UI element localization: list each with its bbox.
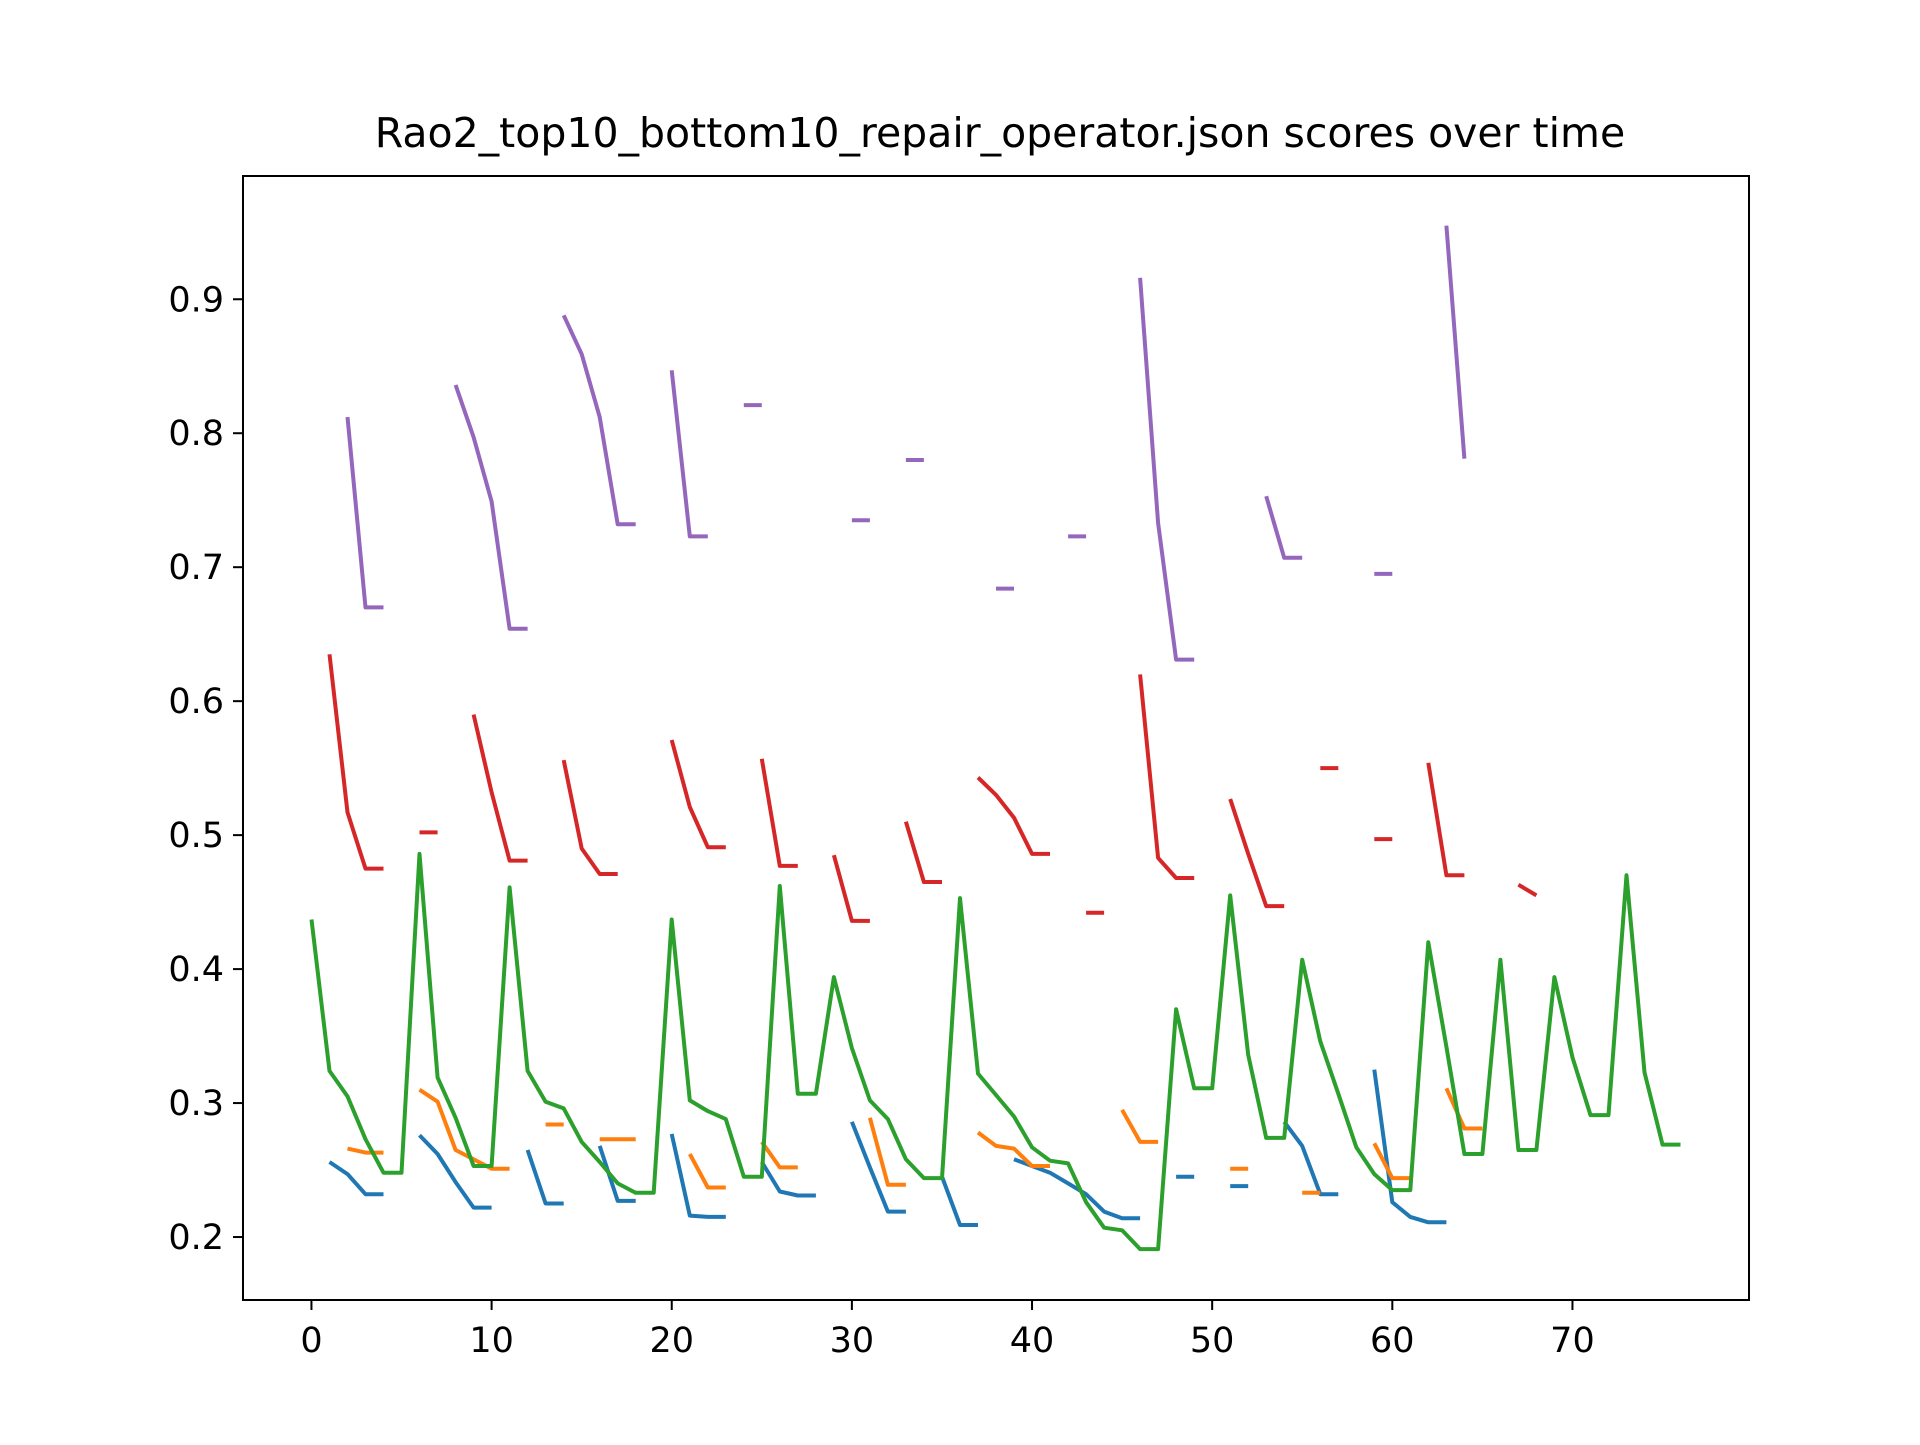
series-1-segment	[418, 1088, 510, 1171]
series-4-segment	[453, 384, 528, 631]
series-3-segment	[1517, 882, 1538, 898]
series-3	[327, 654, 1538, 923]
series-1-segment	[760, 1140, 798, 1170]
series-4	[345, 225, 1467, 662]
y-tick-label: 0.8	[168, 414, 224, 454]
series-4-segment	[669, 370, 708, 539]
ticks-layer: 0 10 20 30 40 50 60 70 0.2 0.3 0.4 0.5 0.6 0.7 0.8 0.9	[168, 280, 1594, 1361]
y-tick-label: 0.7	[168, 548, 224, 588]
y-tick-label: 0.9	[168, 280, 224, 320]
x-tick-label: 50	[1190, 1321, 1235, 1361]
x-tick-label: 20	[649, 1321, 694, 1361]
plot-area-frame	[242, 175, 1750, 1301]
x-tick-label: 70	[1550, 1321, 1595, 1361]
y-tick-label: 0.6	[168, 682, 224, 722]
series-2	[309, 851, 1681, 1252]
series-0-segment	[940, 1176, 978, 1227]
series-4-segment	[345, 416, 384, 610]
series-1-segment	[976, 1130, 1050, 1168]
series-1-segment	[347, 1146, 384, 1155]
series-3-segment	[831, 854, 870, 923]
x-tick-label: 10	[469, 1321, 514, 1361]
series-1-segment	[688, 1153, 726, 1190]
series-0-segment	[418, 1133, 492, 1210]
series-0-segment	[328, 1160, 384, 1197]
series-3-segment	[759, 758, 798, 868]
chart-title: Rao2_top10_bottom10_repair_operator.json…	[375, 109, 1625, 157]
series-4-segment	[561, 314, 636, 527]
series-3-segment	[1228, 798, 1285, 909]
series-3-segment	[471, 714, 528, 863]
series-3-segment	[1426, 762, 1465, 878]
y-tick-label: 0.4	[168, 950, 224, 990]
series-0-segment	[1372, 1069, 1447, 1225]
y-tick-label: 0.2	[168, 1218, 224, 1258]
series-0-segment	[669, 1133, 726, 1219]
series-1-segment	[1444, 1087, 1483, 1131]
series-4-segment	[1264, 495, 1303, 560]
series-3-segment	[903, 821, 942, 884]
series-1-segment	[867, 1117, 906, 1187]
series-3-segment	[669, 739, 726, 850]
series-0-segment	[760, 1160, 816, 1198]
series-0-segment	[850, 1121, 906, 1214]
series-0-segment	[525, 1149, 564, 1206]
series-3-segment	[1138, 674, 1195, 880]
series-4-segment	[1444, 225, 1467, 459]
series-0-segment	[597, 1145, 636, 1203]
series-1	[347, 1087, 1483, 1195]
y-tick-label: 0.5	[168, 816, 224, 856]
x-tick-label: 0	[300, 1321, 322, 1361]
series-1-segment	[1372, 1142, 1411, 1181]
x-tick-label: 60	[1370, 1321, 1415, 1361]
y-tick-label: 0.3	[168, 1084, 224, 1124]
series-3-segment	[327, 654, 384, 871]
series-1-segment	[1120, 1108, 1159, 1144]
series-layer	[309, 225, 1681, 1252]
series-3-segment	[561, 759, 618, 876]
series-2-segment	[309, 851, 1681, 1252]
series-3-segment	[976, 776, 1050, 856]
series-0-segment	[1282, 1120, 1339, 1197]
x-tick-label: 30	[830, 1321, 875, 1361]
series-4-segment	[1138, 277, 1195, 662]
x-tick-label: 40	[1010, 1321, 1055, 1361]
